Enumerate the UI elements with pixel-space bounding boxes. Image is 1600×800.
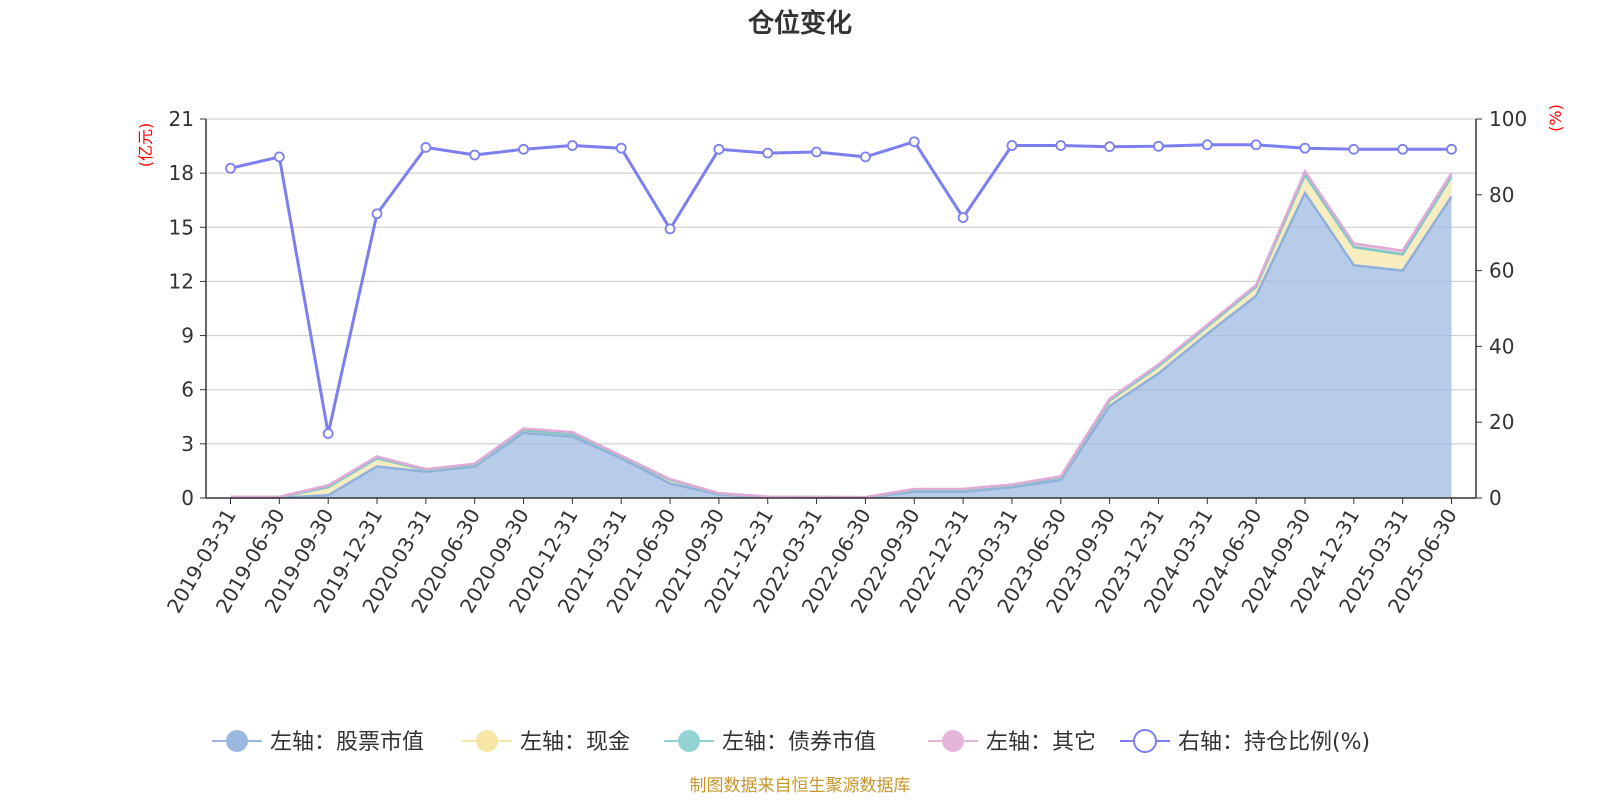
chart-title: 仓位变化 — [747, 8, 852, 39]
ratio-point — [1104, 141, 1116, 153]
ratio-point — [1055, 140, 1067, 151]
ratio-point — [420, 142, 432, 153]
ratio-line — [230, 139, 1452, 434]
ratio-point — [1299, 142, 1311, 154]
left-axis-unit: (亿元) — [136, 123, 155, 168]
ratio-point — [908, 136, 920, 148]
right-tick-label: 60 — [1489, 259, 1514, 283]
ratio-point — [811, 146, 822, 158]
ratio-point — [322, 428, 334, 439]
left-tick-label: 6 — [181, 378, 194, 402]
area-edge — [230, 168, 1453, 499]
left-tick-label: 9 — [181, 324, 194, 348]
left-tick-label: 18 — [169, 161, 194, 185]
left-tick-label: 0 — [181, 486, 194, 510]
ratio-point — [1348, 143, 1360, 155]
left-tick-label: 12 — [169, 269, 194, 293]
ratio-point — [664, 223, 676, 235]
ratio-point — [615, 142, 627, 154]
right-tick-label: 80 — [1489, 183, 1514, 207]
ratio-point — [1397, 143, 1409, 155]
ratio-point — [273, 151, 285, 163]
legend-label-3: 左轴：债券市值 — [722, 730, 876, 755]
stacked-areas — [230, 168, 1453, 499]
right-axis-unit: (%) — [1546, 104, 1565, 132]
ratio-point — [860, 151, 871, 163]
legend-marker-5 — [1133, 729, 1157, 753]
left-tick-label: 21 — [169, 107, 194, 131]
area-fill — [230, 193, 1452, 498]
data-source-credit: 制图数据来自恒生聚源数据库 — [690, 776, 911, 796]
ratio-point — [469, 149, 481, 161]
legend-label-4: 左轴：其它 — [986, 730, 1096, 755]
legend-marker-1 — [226, 730, 248, 752]
legend-label-5: 右轴：持仓比例(%) — [1178, 730, 1370, 755]
ratio-point — [1250, 139, 1262, 151]
legend-marker-3 — [678, 730, 700, 752]
ratio-point — [713, 143, 725, 155]
right-tick-label: 0 — [1489, 486, 1502, 510]
ratio-point — [957, 212, 969, 223]
grid-lines — [206, 118, 1476, 499]
ratio-point — [1446, 143, 1457, 155]
legend-marker-4 — [942, 730, 964, 752]
left-tick-label: 3 — [181, 432, 194, 456]
right-tick-label: 40 — [1489, 334, 1514, 358]
legend: 左轴：股票市值 左轴：现金 左轴：债券市值 左轴：其它 右轴：持仓比例(%) — [212, 729, 1370, 755]
ratio-point — [371, 208, 383, 220]
ratio-point — [225, 162, 236, 174]
right-tick-label: 100 — [1489, 107, 1527, 131]
legend-marker-2 — [476, 730, 498, 752]
ratio-point — [762, 147, 774, 159]
ratio-point — [518, 143, 529, 155]
right-tick-label: 20 — [1489, 410, 1514, 434]
ratio-line-series — [225, 136, 1457, 439]
ratio-point — [1153, 140, 1164, 152]
ratio-point — [566, 140, 578, 151]
legend-label-1: 左轴：股票市值 — [270, 730, 424, 755]
legend-label-2: 左轴：现金 — [520, 730, 630, 755]
left-tick-label: 15 — [169, 215, 194, 239]
ratio-point — [1006, 140, 1018, 151]
ratio-point — [1201, 139, 1213, 151]
